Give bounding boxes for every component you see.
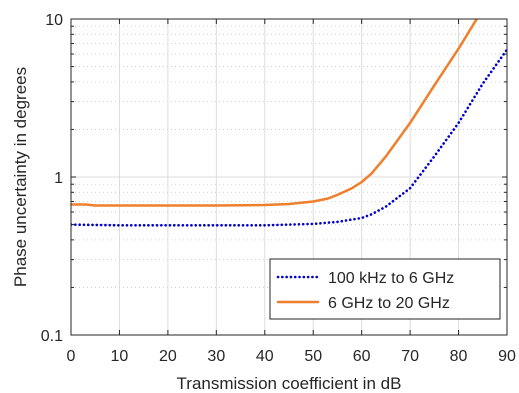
x-tick-label: 90 (498, 348, 516, 365)
x-tick-label: 40 (256, 348, 274, 365)
x-axis-label: Transmission coefficient in dB (177, 374, 402, 393)
y-tick-label: 0.1 (41, 328, 63, 345)
legend-label-2: 6 GHz to 20 GHz (328, 295, 450, 312)
x-tick-label: 0 (67, 348, 76, 365)
x-tick-label: 60 (353, 348, 371, 365)
legend-label-1: 100 kHz to 6 GHz (328, 270, 454, 287)
x-tick-label: 20 (159, 348, 177, 365)
legend-box (269, 258, 501, 320)
series-line-2 (71, 19, 479, 207)
minor-grid (71, 25, 507, 288)
x-tick-label: 80 (450, 348, 468, 365)
series-layer (71, 19, 507, 227)
x-tick-label: 70 (401, 348, 419, 365)
legend: 100 kHz to 6 GHz 6 GHz to 20 GHz (269, 258, 501, 320)
y-axis-label: Phase uncertainty in degrees (11, 67, 30, 287)
x-tick-label: 30 (207, 348, 225, 365)
x-tick-label: 50 (304, 348, 322, 365)
axis-ticks (70, 18, 508, 336)
series-line-1 (71, 48, 507, 227)
y-tick-label: 10 (45, 12, 63, 29)
x-tick-label: 10 (111, 348, 129, 365)
tick-labels: 0 10 20 30 40 50 60 70 80 90 0.1 1 10 (41, 12, 516, 365)
y-tick-label: 1 (54, 170, 63, 187)
